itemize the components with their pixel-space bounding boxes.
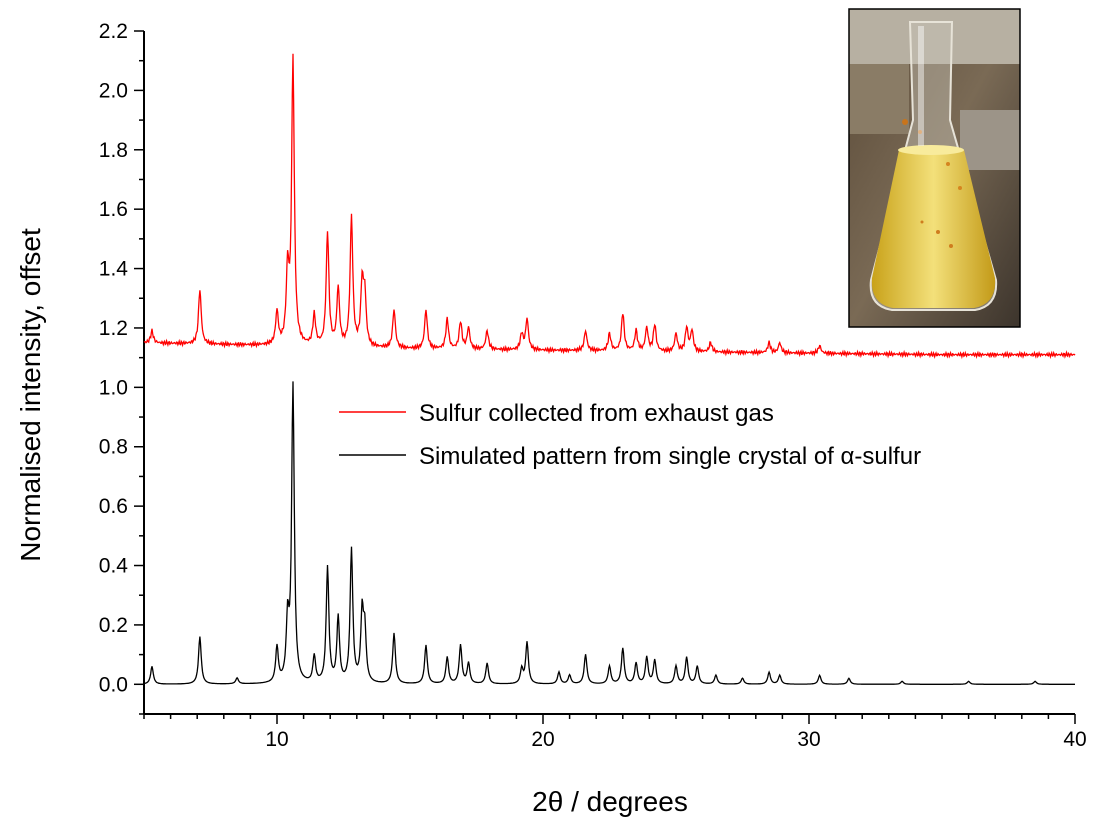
y-axis-title: Normalised intensity, offset (15, 228, 46, 562)
y-tick-label: 0.4 (99, 555, 129, 578)
x-ticks: 10 20 30 40 (143, 714, 1087, 751)
axes: 10 20 30 40 0.0 0.2 0.4 0.6 0.8 1.0 1.2 1.4 1.6 1.8 2… (99, 20, 1087, 751)
y-tick-label: 2.2 (99, 20, 128, 43)
y-tick-label: 1.6 (99, 198, 128, 221)
y-tick-label: 1.2 (99, 317, 128, 340)
x-tick-label: 10 (265, 728, 288, 751)
x-tick-label: 20 (531, 728, 554, 751)
series-exhaust-gas-line (143, 53, 1076, 360)
series-layer (143, 53, 1076, 685)
legend-label-exhaust: Sulfur collected from exhaust gas (419, 400, 774, 427)
series-simulated-alpha-sulfur (143, 381, 1075, 685)
y-tick-label: 0.0 (99, 673, 128, 696)
series-exhaust-gas (143, 53, 1076, 360)
x-tick-label: 30 (797, 728, 820, 751)
y-tick-label: 0.8 (99, 436, 128, 459)
y-tick-label: 2.0 (99, 79, 128, 102)
flask-photo (848, 8, 1021, 328)
y-tick-label: 0.2 (99, 614, 128, 637)
y-tick-label: 0.6 (99, 495, 128, 518)
y-ticks: 0.0 0.2 0.4 0.6 0.8 1.0 1.2 1.4 1.6 1.8 2.0 2.2 (99, 20, 144, 715)
series-simulated-alpha-sulfur-line (143, 381, 1075, 685)
legend: Sulfur collected from exhaust gas Simula… (339, 400, 921, 470)
legend-label-simulated: Simulated pattern from single crystal of… (419, 443, 921, 470)
y-tick-label: 1.0 (99, 376, 128, 399)
x-tick-label: 40 (1063, 728, 1086, 751)
x-axis-title: 2θ / degrees (532, 786, 688, 817)
y-tick-label: 1.8 (99, 139, 128, 162)
y-tick-label: 1.4 (99, 258, 129, 281)
